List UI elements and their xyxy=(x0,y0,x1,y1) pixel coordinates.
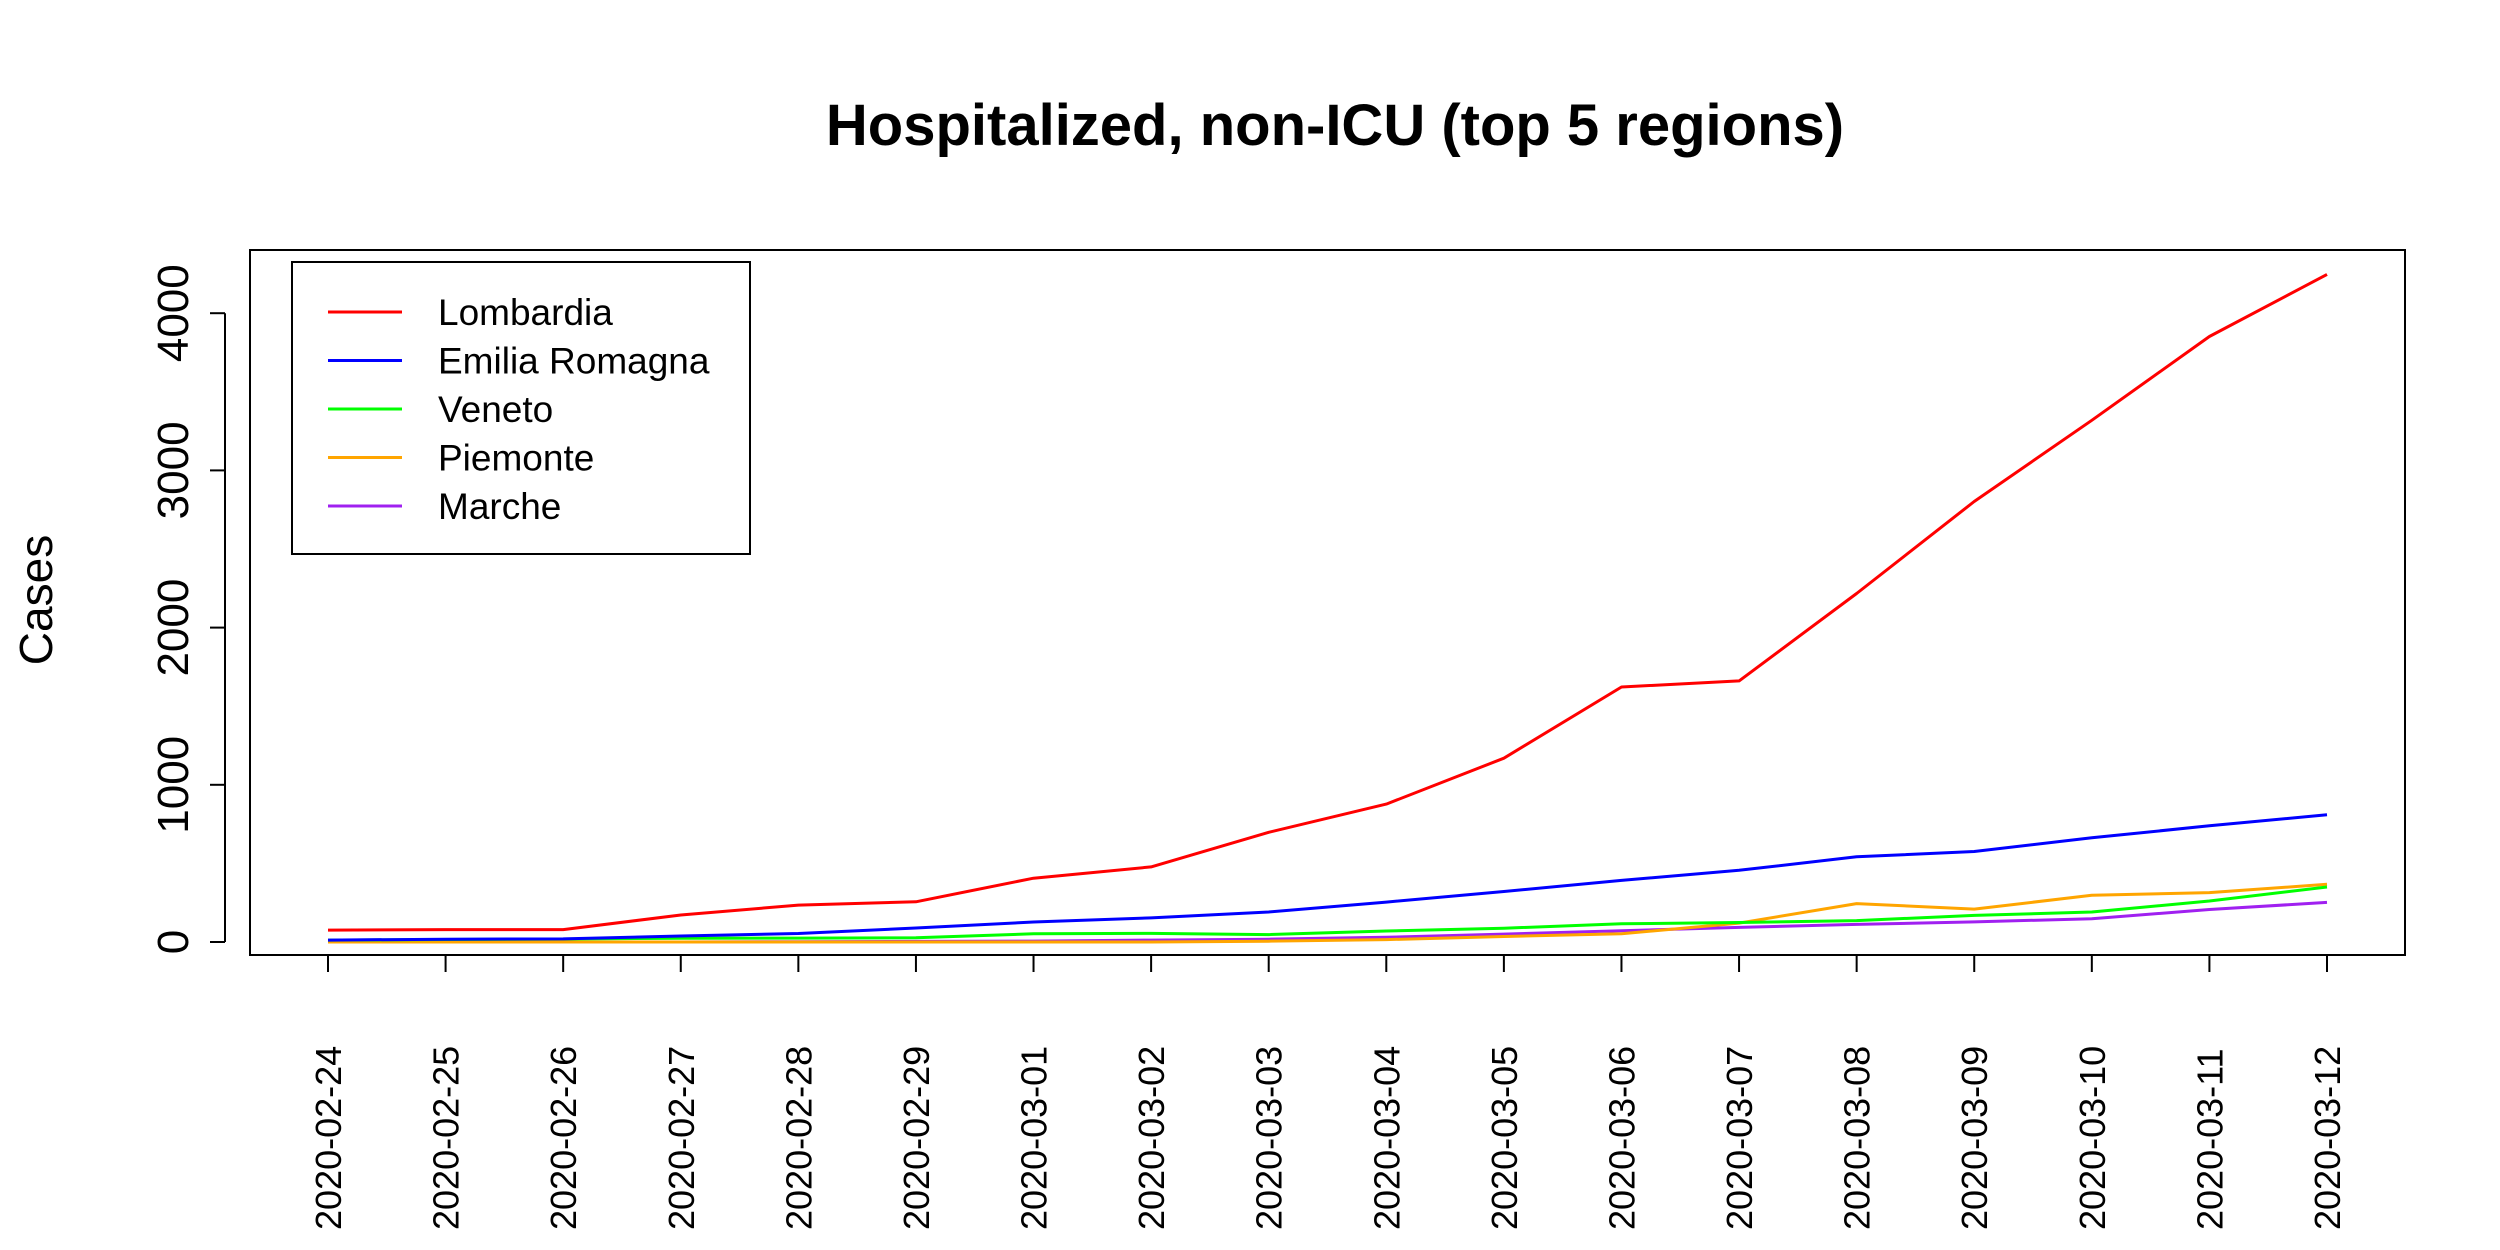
y-tick-label: 2000 xyxy=(149,579,198,677)
x-tick-label: 2020-03-12 xyxy=(2307,1046,2348,1230)
chart-title: Hospitalized, non-ICU (top 5 regions) xyxy=(826,93,1844,158)
legend: Lombardia Emilia Romagna Veneto Piemonte Mar… xyxy=(291,261,751,555)
legend-label: Veneto xyxy=(438,389,553,430)
x-tick-label: 2020-03-04 xyxy=(1366,1046,1407,1230)
x-tick-label: 2020-02-25 xyxy=(426,1046,467,1230)
x-tick-label: 2020-03-11 xyxy=(2189,1049,2230,1230)
x-tick-label: 2020-03-05 xyxy=(1484,1046,1525,1230)
x-tick-label: 2020-02-28 xyxy=(778,1046,819,1230)
y-tick-label: 1000 xyxy=(149,736,198,834)
series-layer xyxy=(327,273,2328,944)
x-tick-label: 2020-03-09 xyxy=(1954,1046,1995,1230)
x-tick-label: 2020-03-10 xyxy=(2072,1046,2113,1230)
y-axis: 0 1000 2000 3000 4000 xyxy=(149,264,226,954)
x-tick-label: 2020-03-02 xyxy=(1131,1046,1172,1230)
x-axis: 2020-02-24 2020-02-25 2020-02-26 2020-02-27… xyxy=(308,954,2348,1230)
x-tick-label: 2020-02-27 xyxy=(661,1046,702,1230)
y-tick-label: 3000 xyxy=(149,421,198,519)
legend-label: Marche xyxy=(438,486,561,527)
legend-label: Piemonte xyxy=(438,438,594,479)
y-axis-label: Cases xyxy=(10,535,62,665)
legend-label: Emilia Romagna xyxy=(438,341,710,382)
legend-label: Lombardia xyxy=(438,292,613,333)
x-tick-label: 2020-02-29 xyxy=(896,1046,937,1230)
x-tick-label: 2020-03-07 xyxy=(1719,1046,1760,1230)
y-tick-label: 4000 xyxy=(149,264,198,362)
x-tick-label: 2020-03-08 xyxy=(1837,1046,1878,1230)
series-line-lombardia xyxy=(327,273,2328,932)
x-tick-label: 2020-03-03 xyxy=(1249,1046,1290,1230)
x-tick-label: 2020-03-01 xyxy=(1014,1046,1055,1230)
x-tick-label: 2020-03-06 xyxy=(1601,1046,1642,1230)
series-line-veneto xyxy=(327,885,2328,942)
y-tick-label: 0 xyxy=(149,930,198,954)
x-tick-label: 2020-02-26 xyxy=(543,1046,584,1230)
series-line-emilia-romagna xyxy=(327,813,2328,942)
series-line-piemonte xyxy=(328,882,2328,944)
x-tick-label: 2020-02-24 xyxy=(308,1046,349,1230)
